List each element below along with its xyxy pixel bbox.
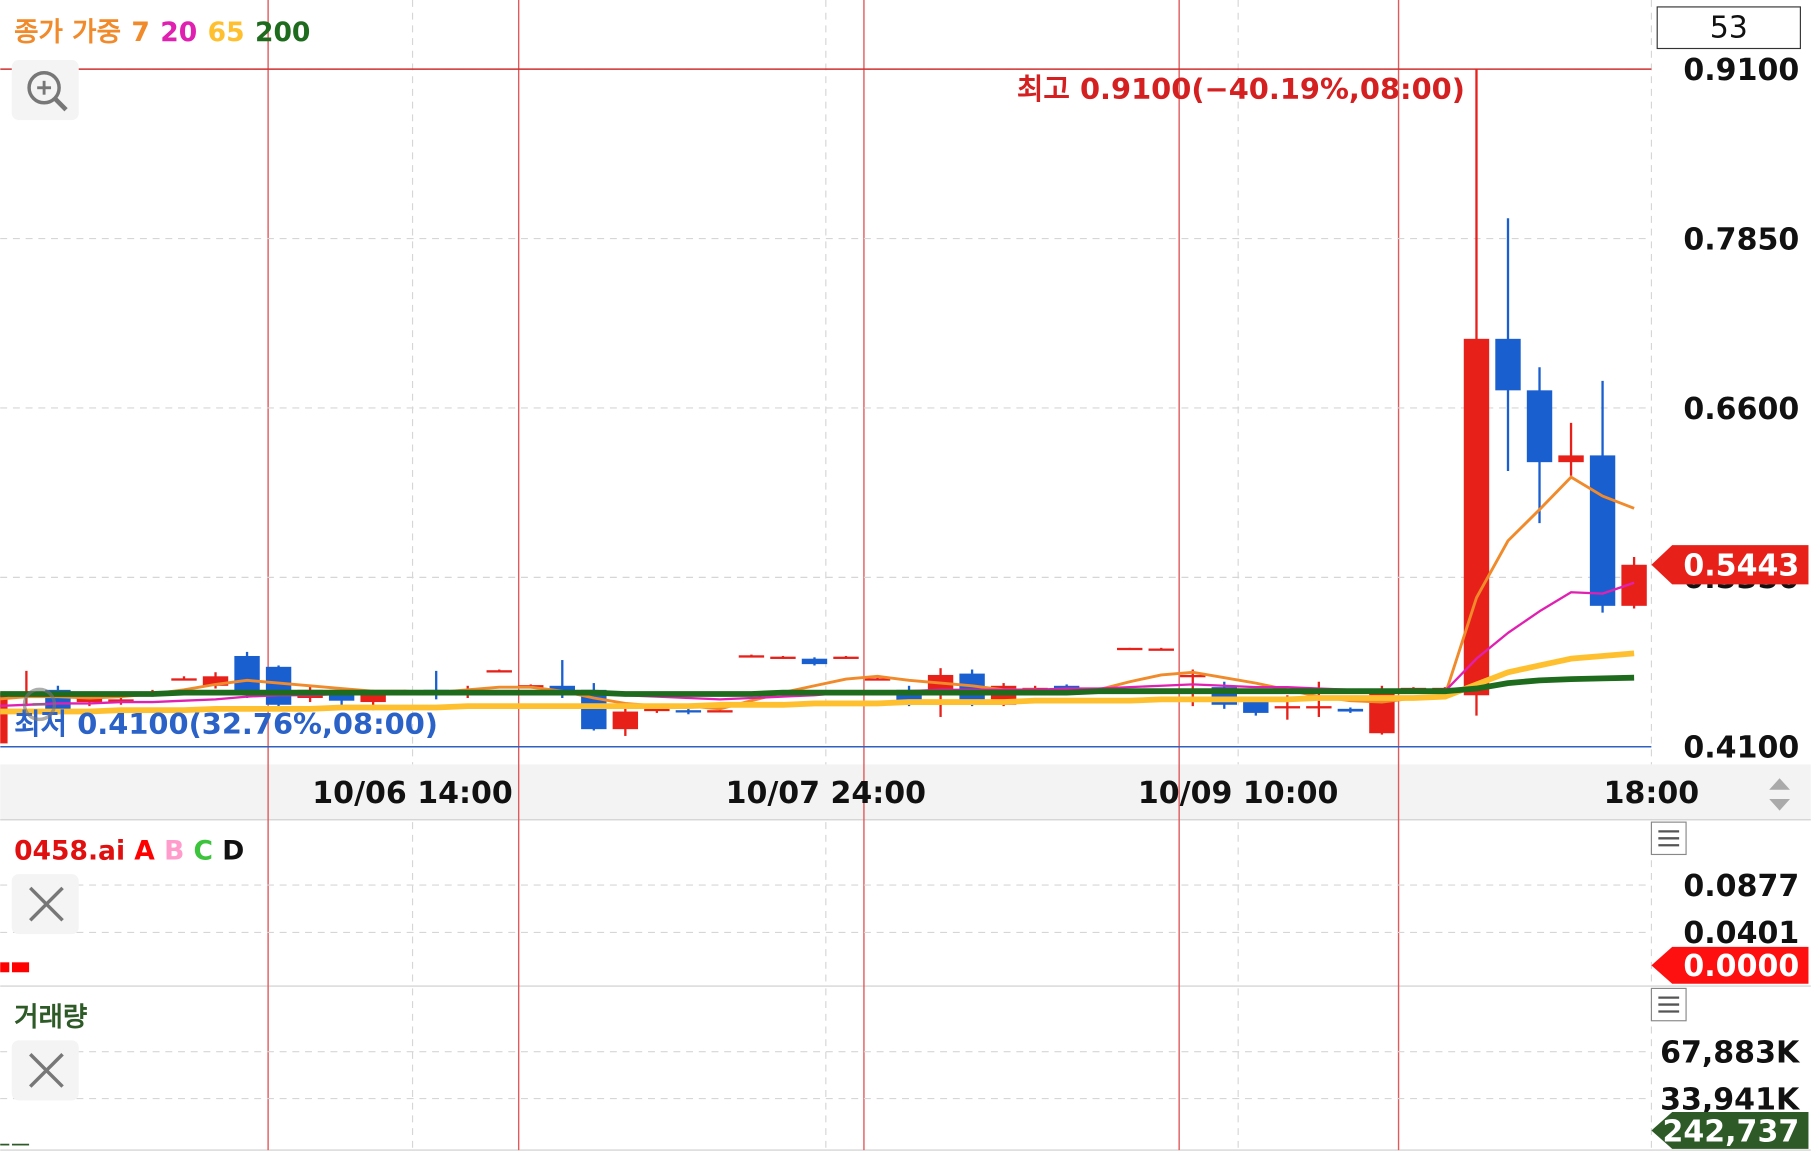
x-tick-label: 18:00: [1604, 776, 1700, 811]
moving-average-line: [0, 475, 1635, 711]
y-tick-label: 0.0401: [1683, 916, 1799, 951]
volume-menu-button[interactable]: [1650, 987, 1687, 1022]
candle-body: [360, 692, 386, 703]
resize-handle[interactable]: [1769, 778, 1790, 811]
current-value-label: 242,737: [1663, 1114, 1800, 1149]
candle-body: [171, 678, 197, 681]
moving-average-line: [0, 674, 1635, 697]
y-tick-label: 0.6600: [1683, 392, 1799, 427]
candle-body: [108, 699, 134, 703]
current-value-tag: [1651, 946, 1809, 984]
candle-body: [1558, 455, 1584, 463]
candle-body: [202, 676, 229, 686]
high-annotation: 최고 0.9100(−40.19%,08:00): [1017, 72, 1465, 106]
indicator-menu-button[interactable]: [1650, 821, 1687, 856]
x-tick-label: 10/09 10:00: [1138, 776, 1339, 811]
candle-body: [1148, 648, 1174, 651]
legend-entry: C: [194, 836, 213, 867]
legend-entry: 7: [131, 17, 149, 48]
y-tick-label: 67,883K: [1660, 1036, 1801, 1071]
legend-entry: D: [222, 836, 244, 867]
candle-body: [770, 656, 796, 659]
candle-body: [1274, 706, 1301, 709]
candle-body: [675, 710, 702, 713]
low-annotation: 최저 0.4100(32.76%,08:00): [14, 707, 438, 741]
candle-body: [801, 658, 828, 665]
close-volume-button[interactable]: [11, 1040, 79, 1101]
candle-body: [738, 655, 765, 658]
legend-entry: B: [164, 836, 184, 867]
panel-title: 0458.ai: [14, 836, 125, 867]
bar: [11, 962, 30, 973]
y-tick-label: 0.7850: [1683, 222, 1799, 257]
bar: [0, 962, 10, 973]
candle-body: [612, 711, 639, 730]
price-plot: [0, 68, 1652, 748]
legend-entry: 65: [208, 17, 245, 48]
current-value-tag: [1651, 1111, 1809, 1149]
candle-body: [1180, 674, 1206, 678]
candle-body: [833, 656, 859, 659]
badge-box: [1656, 6, 1801, 50]
last-price-label: 0.5443: [1683, 549, 1799, 584]
moving-average-line: [0, 650, 1635, 715]
candle-body: [1463, 338, 1490, 696]
candle-body: [1526, 390, 1553, 463]
y-tick-label: 0.9100: [1683, 53, 1799, 88]
x-tick-label: 10/07 24:00: [726, 776, 927, 811]
close-indicator-button[interactable]: [11, 874, 79, 935]
x-tick-label: 10/06 14:00: [312, 776, 513, 811]
legend-entry: 20: [160, 17, 197, 48]
candle-body: [1495, 338, 1521, 391]
y-tick-label: 0.4100: [1683, 731, 1799, 766]
last-price-tag: [1651, 545, 1809, 585]
candle-body: [1117, 647, 1143, 651]
candle-body: [1589, 455, 1616, 606]
zoom-in-button[interactable]: [11, 60, 79, 121]
legend-entry: A: [134, 836, 155, 867]
candle-body: [0, 692, 8, 744]
candle-body: [1337, 708, 1364, 712]
bar: [11, 1143, 30, 1146]
candle-body: [234, 655, 260, 696]
legend-entry: 200: [255, 17, 310, 48]
y-tick-label: 33,941K: [1660, 1082, 1801, 1117]
panel-title: 거래량: [14, 1002, 87, 1033]
candle-body: [1306, 706, 1332, 709]
day-separators: [267, 0, 1400, 1151]
zoom-out-button[interactable]: [22, 687, 57, 722]
current-value-label: 0.0000: [1683, 949, 1799, 984]
candle-body: [864, 678, 891, 681]
x-axis-band: [0, 764, 1811, 820]
bar: [0, 1143, 10, 1146]
candle-body: [265, 666, 292, 705]
candle-body: [644, 708, 670, 712]
y-tick-label: 0.0877: [1683, 869, 1799, 904]
badge: 53: [1710, 10, 1748, 45]
legend-title: 종가 가중: [14, 17, 121, 48]
candle-body: [1243, 699, 1269, 713]
candle-body: [707, 710, 733, 713]
candle-body: [486, 670, 512, 673]
